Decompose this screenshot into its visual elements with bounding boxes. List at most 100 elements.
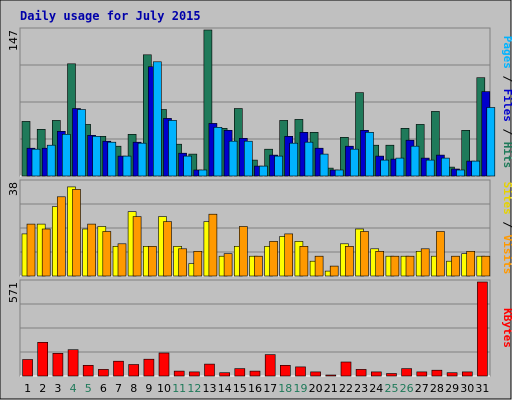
panel-1: 147 Pages / Files / Hits	[7, 27, 512, 177]
bar-pages-31	[486, 107, 496, 177]
series-pages	[31, 61, 496, 177]
ymax-label: 147	[7, 30, 20, 51]
bar-pages-8	[137, 142, 147, 177]
x-axis-labels: 1 2 3 4 5 6 7 8 9 10 11 12 13 14 15 16 17 18 19 20 21 22 23 24 2…	[24, 382, 489, 395]
side-legend: KBytes	[501, 308, 512, 348]
legend-separator: /	[501, 122, 512, 142]
series-files	[26, 66, 491, 177]
bar-kbytes-21	[325, 374, 337, 377]
bar-pages-17	[274, 155, 283, 177]
x-tick-label: 18	[278, 382, 292, 395]
x-tick-label: 22	[339, 382, 353, 395]
bar-visits-18	[284, 233, 294, 277]
x-tick-label: 1	[24, 382, 31, 395]
bar-kbytes-23	[355, 369, 367, 377]
bar-pages-22	[350, 148, 359, 177]
x-tick-label: 31	[475, 382, 489, 395]
bar-kbytes-10	[158, 352, 170, 377]
bar-kbytes-26	[401, 368, 412, 377]
bar-pages-18	[289, 142, 299, 177]
bar-visits-20	[314, 255, 324, 277]
bar-pages-11	[183, 155, 192, 177]
x-tick-label: 7	[115, 382, 122, 395]
bar-visits-10	[163, 221, 172, 277]
bar-hits-28	[431, 111, 440, 177]
bar-hits-13	[203, 29, 213, 177]
bar-kbytes-5	[82, 364, 94, 377]
bar-visits-24	[375, 251, 385, 277]
x-tick-label: 30	[460, 382, 474, 395]
bar-visits-25	[390, 255, 400, 277]
bar-kbytes-2	[37, 341, 49, 377]
bar-pages-10	[168, 120, 177, 177]
x-tick-label: 19	[294, 382, 308, 395]
bar-pages-13	[213, 127, 223, 177]
x-tick-label: 24	[369, 382, 383, 395]
bar-visits-28	[436, 231, 445, 277]
x-tick-label: 11	[172, 382, 186, 395]
x-tick-label: 12	[187, 382, 201, 395]
bar-visits-8	[132, 216, 142, 277]
bar-visits-26	[405, 255, 415, 277]
x-tick-label: 8	[130, 382, 137, 395]
bar-hits-30	[461, 130, 471, 177]
x-tick-label: 28	[430, 382, 444, 395]
legend-files: Files	[501, 89, 512, 122]
bar-visits-5	[87, 223, 96, 277]
x-tick-label: 14	[218, 382, 232, 395]
bar-pages-3	[61, 134, 71, 177]
bar-kbytes-14	[219, 372, 230, 377]
x-tick-label: 2	[39, 382, 46, 395]
bar-kbytes-28	[431, 369, 443, 377]
legend-separator: /	[501, 69, 512, 89]
bar-pages-4	[77, 109, 86, 177]
bar-kbytes-15	[234, 368, 246, 377]
bar-visits-9	[148, 246, 157, 277]
bar-pages-27	[425, 159, 435, 177]
bar-visits-6	[102, 231, 112, 277]
bar-kbytes-27	[416, 371, 428, 377]
bar-kbytes-22	[340, 361, 352, 377]
bar-visits-22	[345, 246, 354, 277]
bar-visits-31	[481, 255, 491, 277]
x-tick-label: 10	[157, 382, 171, 395]
bar-pages-20	[319, 153, 329, 177]
x-tick-label: 25	[385, 382, 399, 395]
bar-visits-2	[41, 228, 51, 277]
bar-pages-5	[92, 136, 101, 177]
bar-kbytes-19	[295, 366, 306, 377]
bar-pages-21	[334, 169, 344, 177]
bar-kbytes-17	[264, 354, 276, 377]
bar-kbytes-1	[22, 359, 33, 377]
bar-visits-19	[299, 246, 309, 277]
bar-visits-23	[360, 231, 369, 277]
bar-kbytes-11	[173, 370, 185, 377]
bar-kbytes-16	[249, 370, 261, 377]
bar-visits-21	[329, 265, 339, 277]
bar-kbytes-18	[279, 364, 291, 377]
bar-visits-30	[466, 251, 476, 277]
bar-visits-15	[239, 226, 248, 277]
x-tick-label: 15	[233, 382, 247, 395]
x-tick-label: 26	[400, 382, 414, 395]
bar-pages-12	[198, 169, 208, 177]
legend-visits: Visits	[501, 235, 512, 275]
bar-pages-26	[410, 145, 420, 177]
bar-kbytes-24	[370, 371, 382, 377]
x-tick-label: 16	[248, 382, 262, 395]
legend-sites: Sites	[501, 182, 512, 215]
panel-3: 571 KBytes	[7, 279, 512, 377]
x-tick-label: 27	[415, 382, 429, 395]
bar-visits-3	[56, 196, 66, 277]
series-kbytes	[22, 281, 488, 377]
x-tick-label: 23	[354, 382, 368, 395]
x-tick-label: 29	[445, 382, 459, 395]
bar-visits-29	[451, 255, 460, 277]
bar-pages-24	[380, 159, 390, 177]
bar-pages-16	[259, 165, 268, 177]
x-tick-label: 17	[263, 382, 277, 395]
bar-kbytes-9	[143, 358, 155, 377]
bar-kbytes-13	[204, 363, 215, 377]
bar-visits-1	[26, 223, 36, 277]
